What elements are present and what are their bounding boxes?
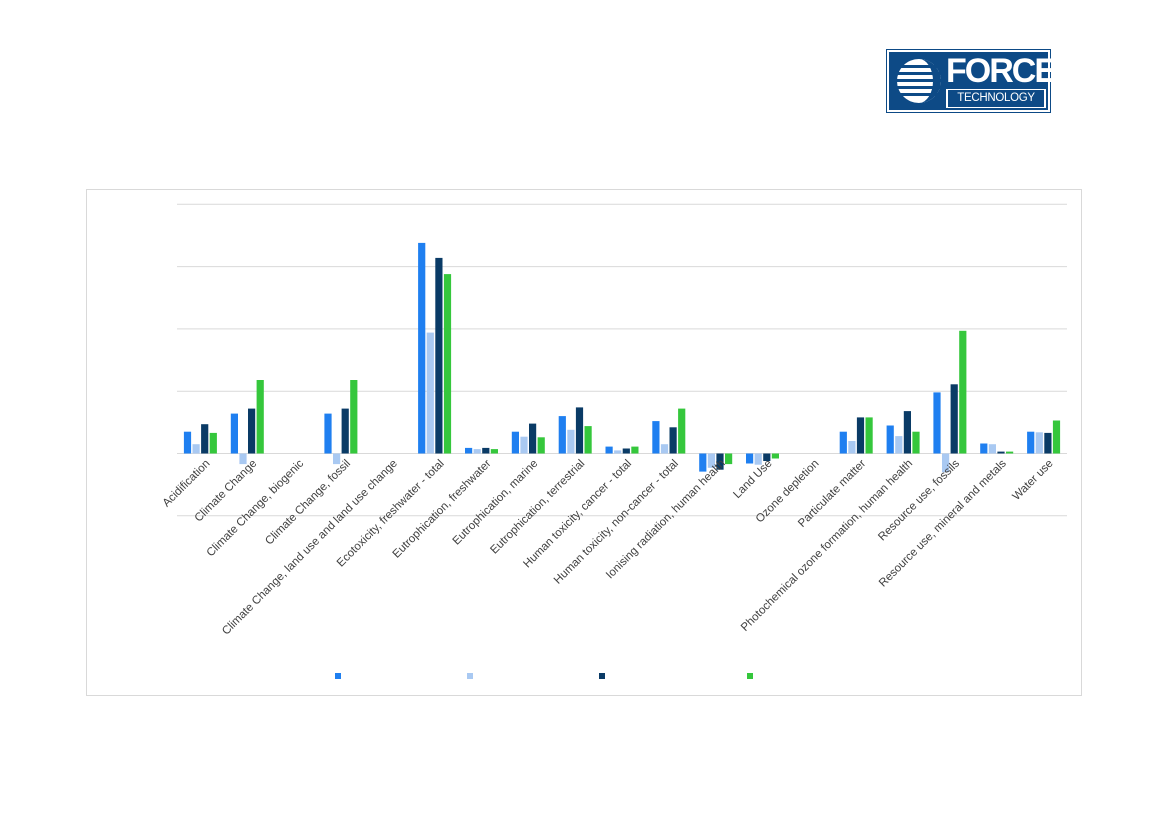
bar [201, 424, 209, 454]
bar [725, 453, 733, 465]
bar [707, 453, 715, 468]
bar [1006, 451, 1014, 454]
bar [942, 453, 950, 473]
bar [183, 431, 192, 454]
bar [839, 431, 847, 454]
bar [716, 453, 724, 470]
bar [614, 450, 622, 454]
bar [605, 446, 613, 454]
bar [435, 257, 443, 454]
bar [584, 426, 592, 454]
globe-icon [896, 59, 942, 103]
bar [895, 436, 903, 454]
bar [950, 384, 958, 454]
x-tick-label: Climate Change, biogenic [205, 457, 307, 559]
bar [631, 446, 639, 454]
bar [333, 453, 341, 465]
bar [754, 453, 762, 465]
bar [660, 444, 669, 454]
bar [465, 447, 473, 454]
x-tick-label: Acidification [161, 458, 213, 510]
bar [575, 407, 584, 454]
x-tick-label: Photochemical ozone formation, human hea… [739, 458, 915, 634]
logo-subtitle: TECHNOLOGY [948, 90, 1044, 107]
legend-marker [335, 673, 341, 679]
force-technology-logo: FORCE TECHNOLOGY [886, 49, 1057, 113]
bar [350, 380, 358, 454]
bar [418, 242, 426, 454]
bar [324, 413, 332, 454]
bar [1052, 420, 1061, 454]
x-tick-label: Climate Change, land use and land use ch… [220, 458, 400, 638]
logo-background: FORCE TECHNOLOGY [889, 52, 1057, 110]
bar [341, 408, 349, 454]
x-tick-label: Resource use, fossils [876, 457, 962, 543]
bar [856, 417, 865, 454]
bar [865, 417, 873, 454]
bar [511, 431, 519, 454]
bar [699, 453, 707, 472]
bar [652, 421, 660, 454]
bar [537, 437, 545, 454]
bar [443, 274, 452, 454]
chart-area: Acidification Climate Change Climate Chang… [86, 189, 1082, 696]
x-tick-label: Water use [1010, 458, 1055, 503]
x-tick-label: Eutrophication, freshwater [391, 458, 494, 561]
bar [886, 425, 894, 454]
bar [997, 451, 1005, 454]
bar [426, 332, 434, 454]
legend-marker [599, 673, 605, 679]
legend-marker [747, 673, 753, 679]
bar [1044, 432, 1052, 454]
bar [482, 447, 490, 454]
bar [239, 453, 247, 465]
bar [771, 453, 779, 459]
bar [903, 411, 911, 454]
bar [209, 432, 217, 454]
bar [490, 449, 498, 454]
bar [520, 436, 528, 454]
bar [473, 449, 481, 454]
bar [746, 453, 754, 464]
legend-marker [467, 673, 473, 679]
x-tick-label: Land Use [731, 458, 774, 501]
bar [248, 408, 256, 454]
x-tick-label: Eutrophication, terrestrial [488, 458, 587, 557]
bar [558, 416, 566, 454]
logo-wordmark: FORCE [946, 52, 1057, 90]
bar [980, 443, 988, 454]
bar [678, 408, 686, 454]
bar [622, 448, 630, 454]
bar [192, 444, 200, 454]
bar [912, 431, 920, 454]
x-tick-label: Eutrophication, marine [451, 458, 541, 548]
bar [669, 427, 677, 454]
bar [1035, 432, 1043, 454]
bar [1027, 431, 1035, 454]
bar [959, 330, 967, 454]
bar [230, 413, 238, 454]
bar [567, 429, 575, 454]
bar [933, 392, 941, 454]
bar [988, 444, 996, 454]
bar [256, 380, 264, 454]
bar [763, 453, 771, 461]
x-tick-label: Climate Change, fossil [263, 458, 353, 548]
bar [529, 423, 537, 454]
bar [848, 441, 856, 454]
